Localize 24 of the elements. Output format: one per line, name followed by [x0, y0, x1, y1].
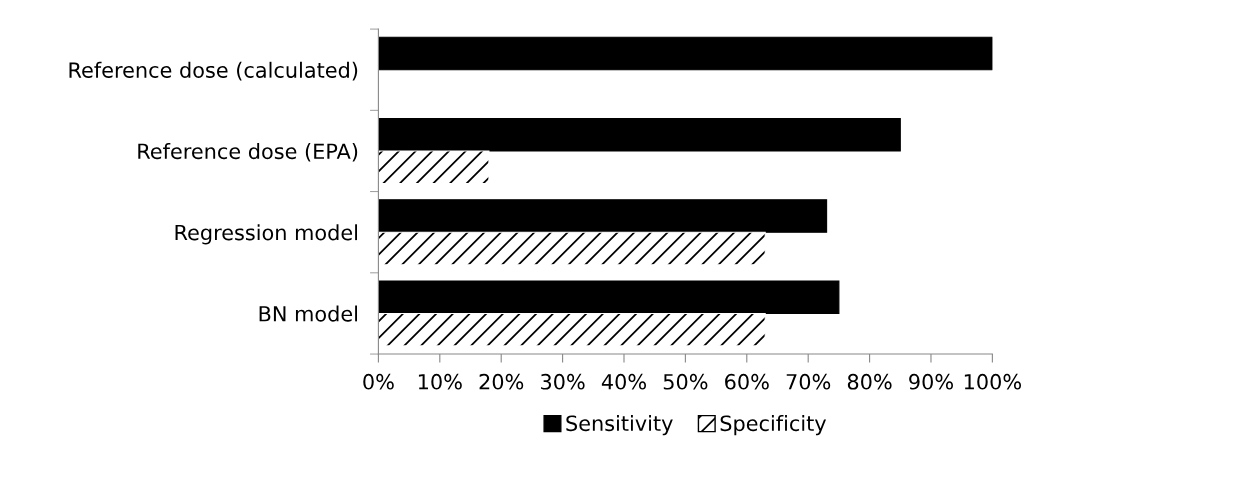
bar: [378, 231, 766, 266]
y-tick-label: Reference dose (calculated): [69, 61, 358, 81]
y-tick-label: Regression model: [175, 224, 357, 245]
bar: [378, 117, 901, 152]
bar: [378, 280, 840, 314]
bar: [378, 36, 993, 71]
x-tick-label: 40%: [601, 373, 646, 390]
x-tick-label: 100%: [964, 373, 1022, 390]
y-tick-label: Reference dose (EPA): [138, 143, 358, 162]
x-tick-label: 0%: [363, 373, 394, 390]
bar: [378, 312, 766, 347]
x-tick-label: 60%: [725, 373, 769, 390]
x-tick-label: 80%: [847, 373, 892, 390]
x-tick-label: 10%: [418, 373, 462, 390]
bar: [378, 199, 828, 233]
legend-label: Sensitivity: [566, 415, 673, 436]
y-tick-label: BN model: [259, 305, 357, 322]
legend-label: Specificity: [720, 415, 827, 436]
x-tick-label: 90%: [909, 373, 953, 390]
x-tick-label: 70%: [786, 373, 831, 390]
x-tick-label: 50%: [663, 373, 708, 390]
bar: [378, 150, 490, 185]
x-tick-label: 20%: [479, 373, 524, 390]
x-tick-label: 30%: [541, 373, 585, 390]
